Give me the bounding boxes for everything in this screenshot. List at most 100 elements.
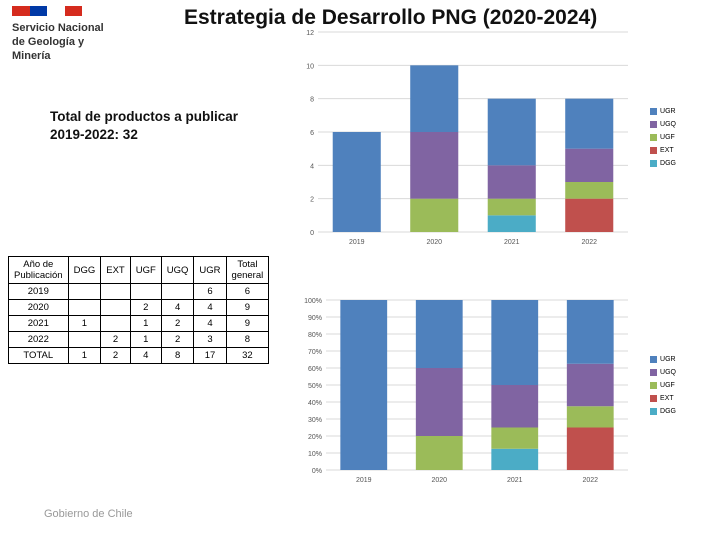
table-row: 202221238 [9, 332, 269, 348]
table-cell: 2022 [9, 332, 69, 348]
table-cell: 8 [161, 348, 194, 364]
table-header-cell: UGQ [161, 257, 194, 284]
org-name-l2: de Geología y [12, 36, 84, 48]
table-cell: 1 [130, 316, 161, 332]
table-cell [161, 284, 194, 300]
table-cell [68, 332, 101, 348]
legend-item: DGG [650, 408, 676, 415]
totals-l2: 2019-2022: 32 [50, 127, 138, 142]
legend-swatch [650, 356, 657, 363]
table-row: 202111249 [9, 316, 269, 332]
table-cell: 8 [226, 332, 269, 348]
bar-slice [491, 428, 538, 449]
bar-slice [416, 300, 463, 368]
svg-text:10: 10 [306, 63, 314, 70]
bar-slice [567, 364, 614, 407]
table-header-cell: UGF [130, 257, 161, 284]
bar-slice [491, 449, 538, 470]
totals-l1: Total de productos a publicar [50, 109, 238, 124]
svg-text:8: 8 [310, 97, 314, 104]
org-logo-block: Servicio Nacional de Geología y Minería [12, 6, 127, 63]
table-cell [101, 316, 130, 332]
table-cell: 6 [194, 284, 226, 300]
footer-gov: Gobierno de Chile [44, 508, 133, 520]
table-row: 2019 66 [9, 284, 269, 300]
data-table: Año dePublicaciónDGGEXTUGFUGQUGRTotalgen… [8, 256, 269, 364]
legend-item: UGQ [650, 369, 676, 376]
table-cell: 2 [161, 316, 194, 332]
table-cell [130, 284, 161, 300]
table-cell: 2019 [9, 284, 69, 300]
legend-item: UGF [650, 134, 676, 141]
table-cell: 4 [194, 316, 226, 332]
legend-item: UGR [650, 108, 676, 115]
table-cell: 9 [226, 300, 269, 316]
legend-label: UGR [660, 108, 676, 115]
svg-text:80%: 80% [308, 332, 322, 339]
bar-slice [565, 182, 613, 199]
svg-text:70%: 70% [308, 349, 322, 356]
bar-slice [488, 99, 536, 166]
table-cell: 17 [194, 348, 226, 364]
svg-text:20%: 20% [308, 434, 322, 441]
legend-item: EXT [650, 147, 676, 154]
table-cell: 1 [130, 332, 161, 348]
table-cell: 3 [194, 332, 226, 348]
table-cell [68, 300, 101, 316]
table-cell [68, 284, 101, 300]
table-cell: 2021 [9, 316, 69, 332]
svg-text:50%: 50% [308, 383, 322, 390]
legend-label: UGF [660, 382, 675, 389]
svg-text:0%: 0% [312, 468, 322, 475]
svg-text:90%: 90% [308, 315, 322, 322]
flag-stripe [12, 6, 82, 16]
legend-abs: UGRUGQUGFEXTDGG [650, 108, 676, 173]
bar-slice [416, 436, 463, 470]
table-cell: 9 [226, 316, 269, 332]
org-name-l1: Servicio Nacional [12, 22, 104, 34]
table-cell: 4 [161, 300, 194, 316]
svg-text:2019: 2019 [349, 239, 365, 246]
svg-text:4: 4 [310, 163, 314, 170]
legend-swatch [650, 160, 657, 167]
bar-slice [410, 65, 458, 132]
table-cell [101, 300, 130, 316]
bar-slice [488, 199, 536, 216]
legend-swatch [650, 395, 657, 402]
table-header-cell: Año dePublicación [9, 257, 69, 284]
bar-slice [488, 165, 536, 198]
bar-slice [340, 300, 387, 470]
legend-item: UGR [650, 356, 676, 363]
bar-slice [491, 385, 538, 428]
page-title: Estrategia de Desarrollo PNG (2020-2024) [184, 6, 597, 30]
legend-swatch [650, 147, 657, 154]
svg-text:40%: 40% [308, 400, 322, 407]
svg-text:2022: 2022 [582, 477, 598, 484]
legend-item: UGF [650, 382, 676, 389]
table-header-cell: Totalgeneral [226, 257, 269, 284]
legend-label: DGG [660, 160, 676, 167]
svg-text:2020: 2020 [426, 239, 442, 246]
table-cell: 4 [194, 300, 226, 316]
table-cell: 2020 [9, 300, 69, 316]
bar-slice [567, 428, 614, 471]
bar-slice [567, 406, 614, 427]
legend-label: EXT [660, 147, 674, 154]
svg-text:2019: 2019 [356, 477, 372, 484]
legend-label: DGG [660, 408, 676, 415]
totals-caption: Total de productos a publicar 2019-2022:… [50, 108, 238, 144]
table-header-cell: EXT [101, 257, 130, 284]
stacked-pct-svg: 0%10%20%30%40%50%60%70%80%90%100%2019202… [298, 298, 646, 494]
org-name: Servicio Nacional de Geología y Minería [12, 22, 127, 63]
svg-text:6: 6 [310, 130, 314, 137]
stacked-abs-chart: 0246810122019202020212022 UGRUGQUGFEXTDG… [298, 30, 676, 252]
legend-label: UGR [660, 356, 676, 363]
legend-swatch [650, 121, 657, 128]
table-cell: 2 [101, 348, 130, 364]
table-cell: 4 [130, 348, 161, 364]
table-header-cell: UGR [194, 257, 226, 284]
table-row: 20202449 [9, 300, 269, 316]
legend-swatch [650, 369, 657, 376]
table-cell: 6 [226, 284, 269, 300]
bar-slice [488, 215, 536, 232]
